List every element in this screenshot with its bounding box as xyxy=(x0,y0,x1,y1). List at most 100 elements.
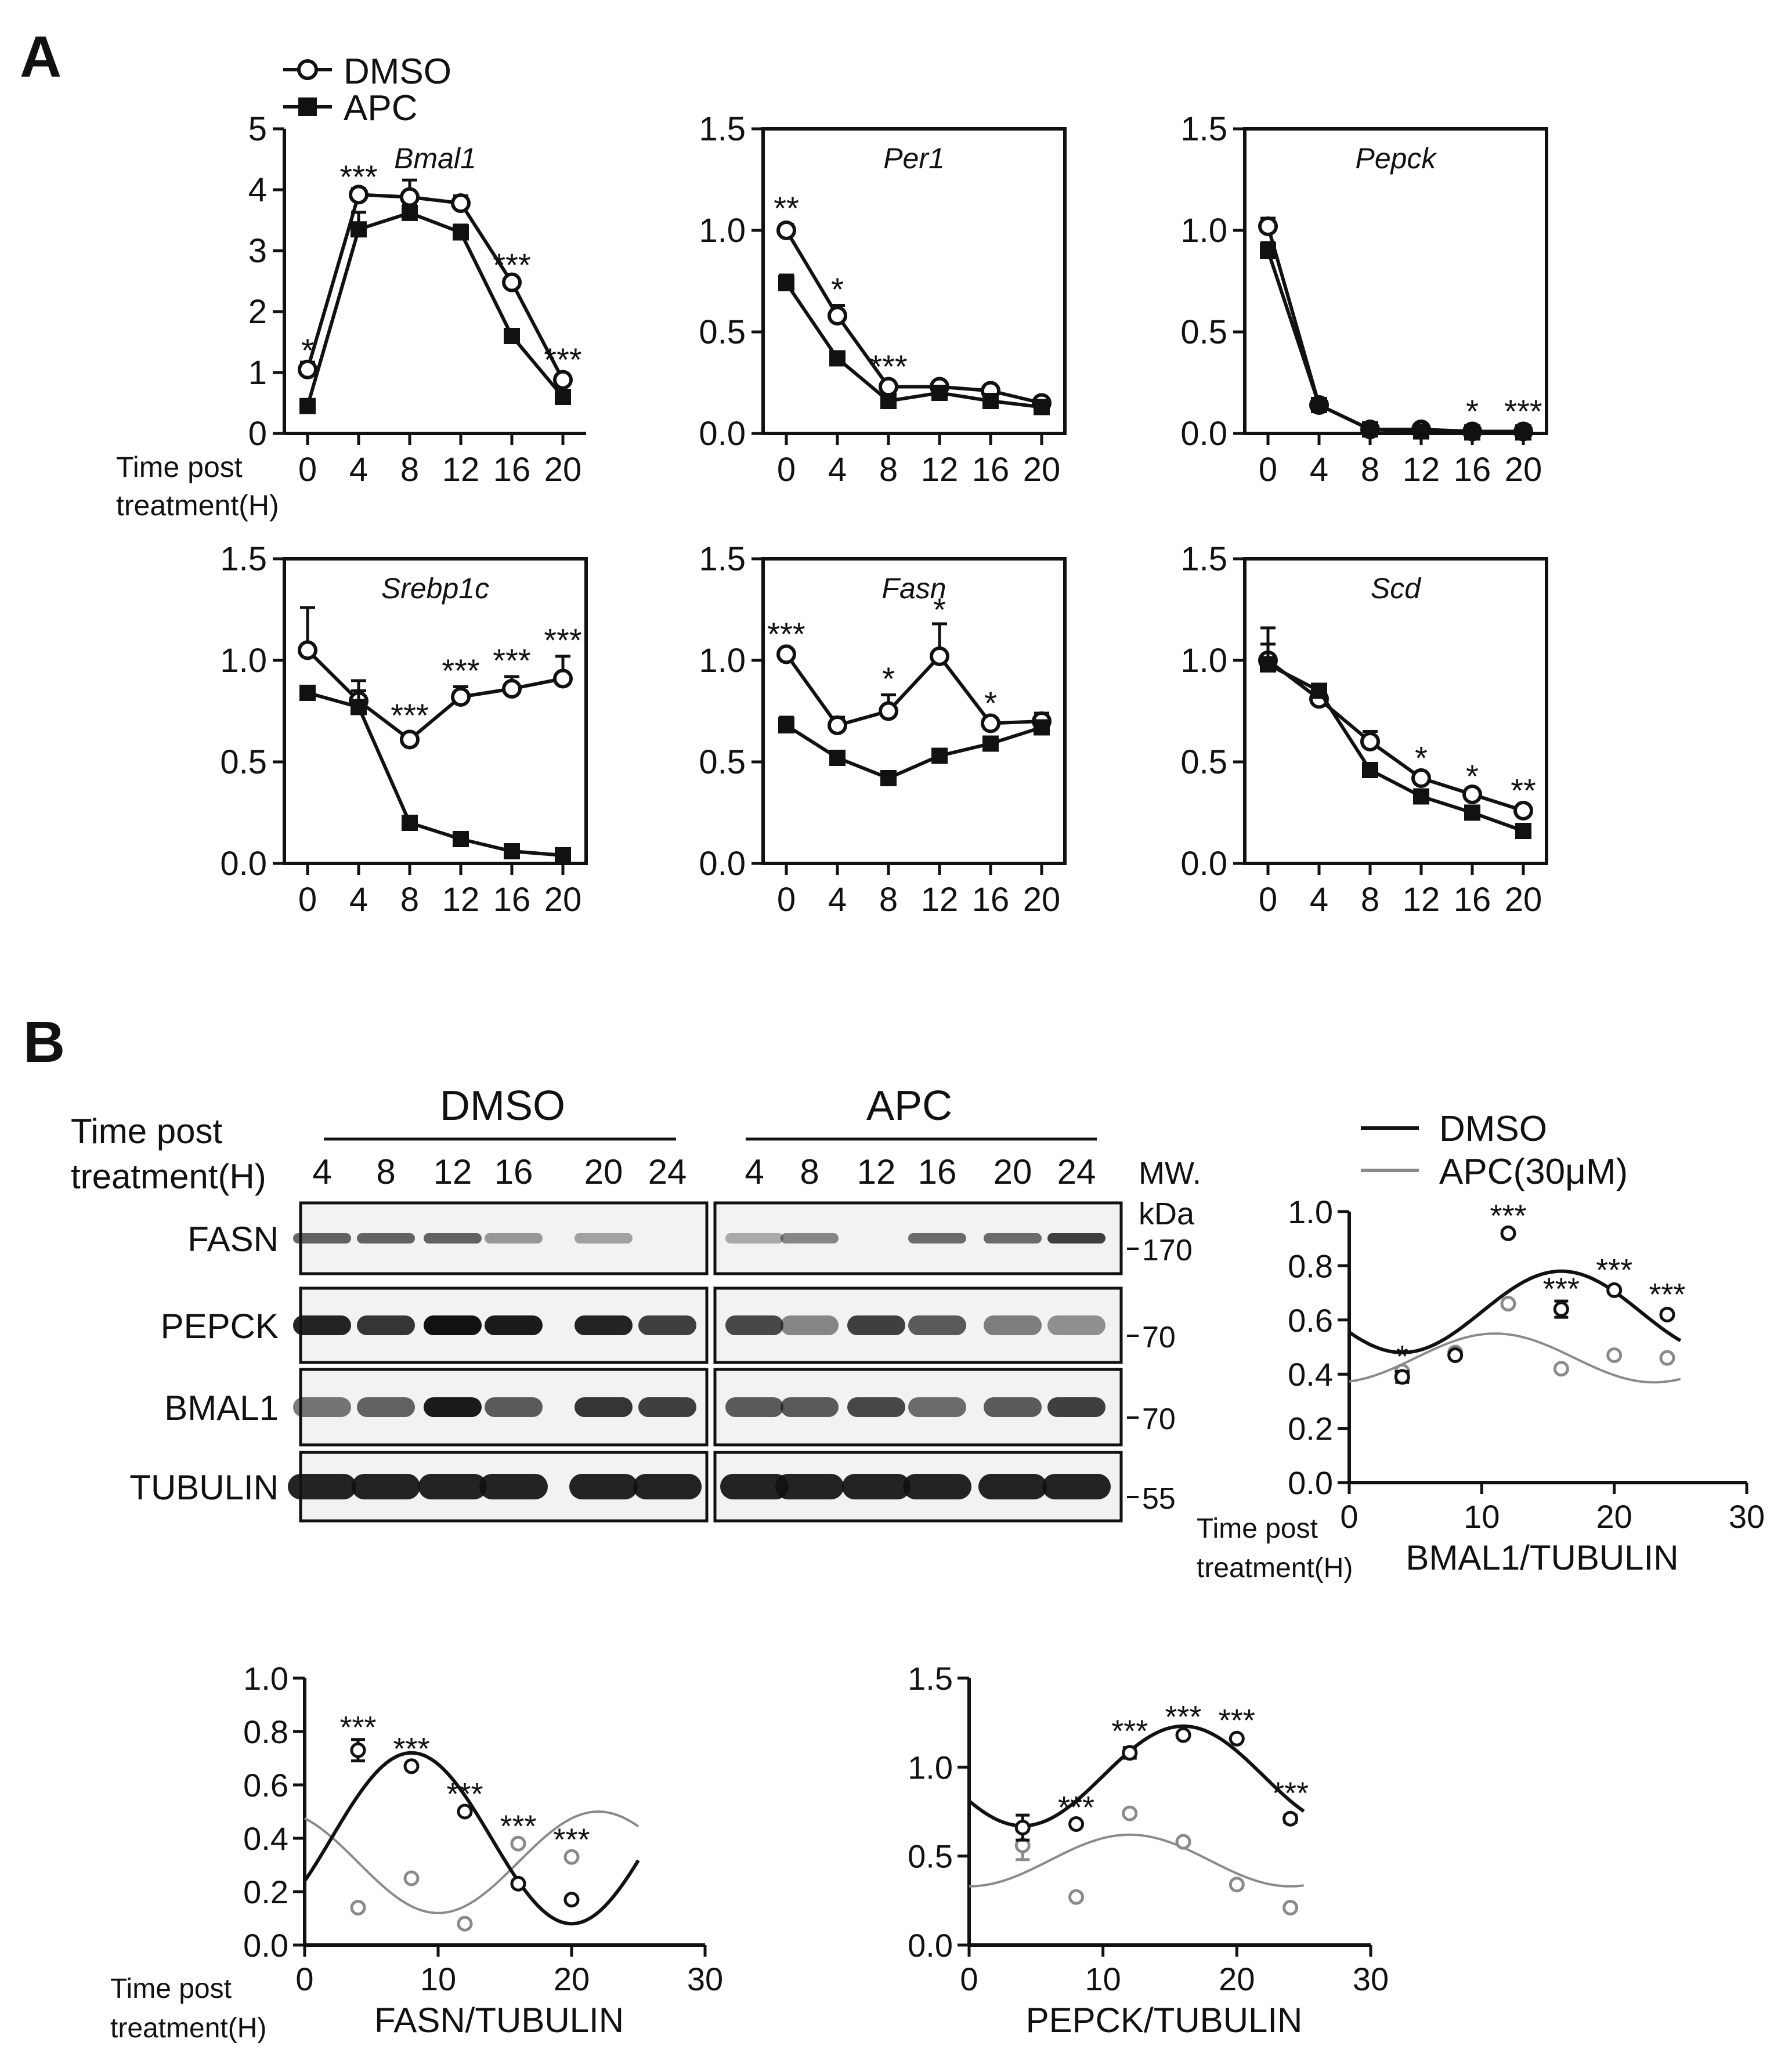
legend-dmso-label: DMSO xyxy=(344,52,451,92)
x-tick-label: 30 xyxy=(687,1961,723,1997)
blot-band xyxy=(357,1233,415,1244)
data-point-apc xyxy=(829,350,846,367)
series-line-apc xyxy=(1266,250,1523,435)
y-tick-label: 0.6 xyxy=(243,1767,288,1803)
y-tick-label: 0.0 xyxy=(1180,845,1227,883)
blot-band xyxy=(485,1315,543,1335)
data-point-apc xyxy=(1464,424,1480,441)
blot-band xyxy=(424,1315,482,1335)
blot-band xyxy=(569,1474,638,1499)
significance-marker: *** xyxy=(1649,1277,1685,1312)
significance-marker: ** xyxy=(774,190,799,226)
x-tick-label: 12 xyxy=(1403,451,1440,489)
x-tick-label: 12 xyxy=(442,881,480,919)
x-tick-label: 20 xyxy=(544,881,582,919)
mw-label: 70 xyxy=(1142,1321,1176,1354)
blot-band xyxy=(725,1397,783,1417)
data-point-apc xyxy=(510,1835,526,1852)
time-axis-label-bmal1-line1: Time post xyxy=(1197,1513,1318,1544)
fit-curve-dmso xyxy=(1348,1269,1682,1354)
y-tick-label: 1.0 xyxy=(220,642,267,679)
x-axis-title: PEPCK/TUBULIN xyxy=(1026,2001,1303,2040)
significance-marker: *** xyxy=(1490,1198,1526,1233)
data-point-apc xyxy=(1515,823,1531,839)
x-axis-title: FASN/TUBULIN xyxy=(374,2001,624,2040)
data-point-apc xyxy=(1413,788,1429,805)
blot-band xyxy=(908,1315,966,1335)
data-point-dmso xyxy=(563,1892,580,1908)
y-tick-label: 0.0 xyxy=(699,415,746,453)
x-tick-label: 12 xyxy=(442,451,480,489)
x-tick-label: 10 xyxy=(420,1961,456,1997)
plot-frame xyxy=(1243,557,1548,865)
data-point-dmso xyxy=(451,193,471,214)
data-point-apc xyxy=(982,735,999,752)
significance-marker: * xyxy=(831,271,844,308)
blot-band xyxy=(293,1397,351,1417)
data-point-dmso xyxy=(1659,1306,1675,1322)
data-point-dmso xyxy=(776,221,796,240)
row-label-pepck: PEPCK xyxy=(161,1307,279,1346)
blot-band xyxy=(908,1233,966,1244)
significance-marker: *** xyxy=(544,341,581,378)
series-line-apc xyxy=(307,691,563,857)
x-tick-label: 30 xyxy=(1729,1498,1765,1535)
x-tick-label: 16 xyxy=(1454,451,1491,489)
lane-label: 20 xyxy=(584,1152,623,1191)
data-point-apc xyxy=(351,221,367,238)
data-point-dmso xyxy=(1068,1816,1085,1832)
y-tick-label: 1.0 xyxy=(1180,642,1227,679)
time-axis-label-a-line2: treatment(H) xyxy=(116,489,279,522)
data-point-apc xyxy=(1068,1889,1085,1905)
y-tick-label: 0.5 xyxy=(699,743,746,781)
y-tick-label: 0.8 xyxy=(243,1714,288,1750)
blot-band xyxy=(781,1397,839,1417)
mw-label: 55 xyxy=(1142,1482,1176,1516)
fit-curve-apc xyxy=(1349,1332,1681,1384)
x-tick-label: 16 xyxy=(972,451,1010,489)
x-tick-label: 4 xyxy=(828,451,847,489)
legend-b-apc-label: APC(30μM) xyxy=(1439,1152,1628,1192)
blot-band xyxy=(638,1397,696,1417)
blot-band xyxy=(357,1397,415,1417)
x-tick-label: 4 xyxy=(828,881,847,919)
blot-band xyxy=(424,1397,482,1417)
data-point-apc xyxy=(1311,682,1327,699)
y-tick-label: 0.5 xyxy=(1180,313,1227,351)
blot-band xyxy=(418,1474,487,1499)
data-point-apc xyxy=(1260,243,1276,259)
plot-frame xyxy=(761,557,1067,865)
y-tick-label: 1.0 xyxy=(908,1749,953,1785)
data-point-apc xyxy=(1515,424,1531,441)
x-tick-label: 16 xyxy=(493,881,531,919)
y-tick-label: 1.5 xyxy=(220,540,267,578)
data-point-dmso xyxy=(298,640,317,660)
series-line-apc xyxy=(306,211,565,407)
data-point-apc xyxy=(931,385,948,401)
data-point-apc xyxy=(1282,1900,1299,1916)
blot-band xyxy=(575,1315,633,1335)
x-tick-label: 4 xyxy=(349,451,368,489)
mw-label: 70 xyxy=(1142,1402,1176,1436)
lane-label: 24 xyxy=(648,1152,687,1191)
y-tick-label: 1.5 xyxy=(908,1660,953,1697)
y-tick-label: 0.4 xyxy=(1288,1356,1333,1393)
data-point-apc xyxy=(350,1900,366,1916)
data-point-dmso xyxy=(1462,785,1482,804)
significance-marker: *** xyxy=(493,642,530,679)
data-point-dmso xyxy=(502,679,522,699)
data-point-apc xyxy=(1362,421,1378,438)
significance-marker: *** xyxy=(553,1822,590,1857)
data-point-apc xyxy=(453,831,469,847)
data-point-dmso xyxy=(1394,1369,1410,1385)
x-tick-label: 8 xyxy=(400,881,419,919)
x-tick-label: 30 xyxy=(1353,1961,1389,1997)
lane-label: 4 xyxy=(745,1152,764,1191)
blot-group-apc-label: APC xyxy=(866,1083,952,1129)
y-tick-label: 4 xyxy=(248,171,267,209)
lane-label: 8 xyxy=(800,1152,819,1191)
blot-band xyxy=(903,1474,971,1499)
